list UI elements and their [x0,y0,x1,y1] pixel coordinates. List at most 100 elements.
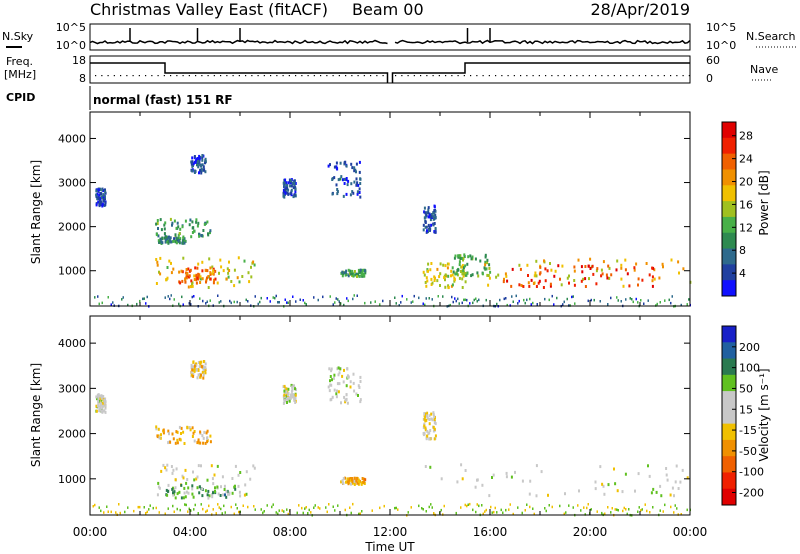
cell [180,432,182,435]
cell [193,229,196,233]
cell [146,295,148,299]
nave-dot [620,75,622,77]
cell [188,426,191,430]
cell [351,271,354,275]
cell [363,269,366,273]
nave-dot [182,75,184,77]
colorbar-swatch [722,472,736,490]
cell [167,241,170,245]
site-title: Christmas Valley East (fitACF) [90,0,328,19]
cell [459,257,462,260]
nave-dot [538,75,540,77]
cell [266,504,268,507]
cell [195,368,198,372]
cell [293,393,296,397]
cell [457,254,460,258]
cell [573,265,576,269]
cell [104,201,107,205]
cell [95,409,98,413]
cell [482,512,484,516]
cell [453,276,456,280]
cell [178,232,181,235]
cell [502,280,505,284]
cell [292,295,294,298]
cell [422,508,424,511]
cell [424,428,427,432]
cell [668,298,670,302]
cell [413,294,415,298]
cell [645,262,648,265]
nave-dot [457,75,459,77]
nave-dot [157,75,159,77]
cell [620,266,623,270]
power-ylabel: Slant Range [km] [29,160,43,264]
cell [190,235,193,239]
cell [374,300,376,303]
nave-dot [251,75,253,77]
ytick-label: 4000 [58,337,86,350]
cell [100,195,103,199]
cell [464,272,467,275]
cell [99,401,102,405]
cell [602,484,605,488]
cell [458,263,461,267]
cell [356,294,358,297]
cell [287,301,289,304]
cell [345,480,347,484]
cell [193,430,196,433]
cell [544,279,547,283]
cell [193,478,196,482]
cell [677,260,680,264]
nave-dot [426,75,428,77]
cell [283,384,286,388]
cell [510,284,513,288]
cell [611,507,613,510]
cell [371,509,373,512]
cell [287,181,290,185]
cell [145,302,147,305]
cell [219,494,222,497]
cell [483,266,486,270]
cell [97,200,100,204]
cell [469,302,471,305]
cell [425,510,427,513]
cell [360,481,363,485]
cell [186,426,189,430]
nave-dot [557,75,559,77]
cell [216,281,219,285]
cell [503,277,505,281]
cell [443,276,446,280]
cell [197,262,200,266]
cell [456,268,459,272]
cell [357,268,360,272]
cell [434,227,437,230]
cell [547,493,549,497]
cell [288,399,291,403]
cell [207,496,210,500]
cell [329,379,331,383]
cell [234,464,237,468]
cell [158,436,161,440]
cell [601,272,604,276]
cell [338,371,341,375]
cell [282,189,285,192]
cell [436,279,439,283]
cell [250,275,253,279]
time-tick-label: 12:00 [373,525,408,539]
cell [235,503,237,506]
cell [427,208,430,212]
cell [206,509,208,512]
cell [164,221,167,225]
cell [195,362,198,366]
cell [410,506,412,509]
cell [167,489,169,493]
colorbar-swatch [722,342,736,360]
cell [638,506,640,509]
colorbar-swatch [722,248,736,265]
cell [283,393,286,397]
cell [427,206,430,210]
nave-dot [301,75,303,77]
cell [167,507,169,510]
cell [350,162,353,166]
colorbar-tick-label: 15 [739,403,753,416]
